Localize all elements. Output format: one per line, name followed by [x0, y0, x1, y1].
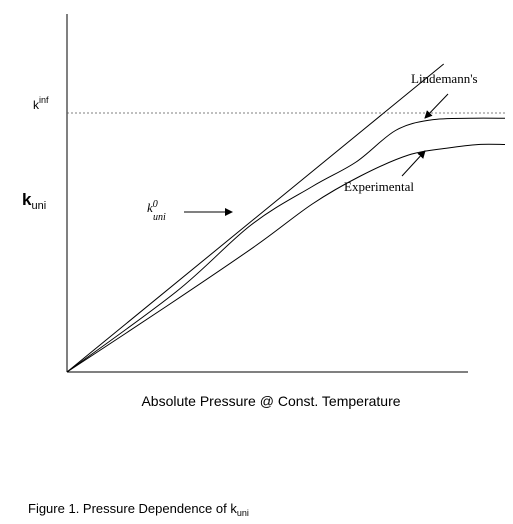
figure-caption: Figure 1. Pressure Dependence of kuni: [28, 501, 249, 518]
lindemann-label: Lindemann's: [411, 71, 478, 86]
y-axis-label: kuni: [22, 190, 46, 212]
k0uni-label-main: k: [147, 200, 153, 215]
kinf-label-main: k: [33, 98, 40, 112]
lindemann-arrow: [424, 93, 449, 119]
k0uni-label-sub: uni: [153, 212, 166, 223]
experimental-label: Experimental: [344, 179, 414, 194]
series-group: [66, 63, 506, 373]
kinf-label: kinf: [33, 95, 49, 112]
x-axis-label: Absolute Pressure @ Const. Temperature: [141, 393, 400, 409]
annotation-arrows: [184, 93, 449, 216]
series-line-k0-uni: [66, 63, 445, 373]
y-axis-label-sub: uni: [31, 200, 46, 212]
series-line-lindemann-s: [66, 117, 506, 373]
kinf-label-sup: inf: [39, 95, 49, 105]
experimental-arrow: [401, 150, 426, 177]
k0uni-label: k0 uni: [147, 199, 166, 223]
caption-sub: uni: [237, 508, 249, 518]
y-axis-label-main: k: [22, 190, 32, 209]
caption-main: Figure 1. Pressure Dependence of k: [28, 501, 237, 516]
series-line-experimental: [66, 143, 506, 373]
k0uni-label-sup: 0: [153, 199, 158, 210]
